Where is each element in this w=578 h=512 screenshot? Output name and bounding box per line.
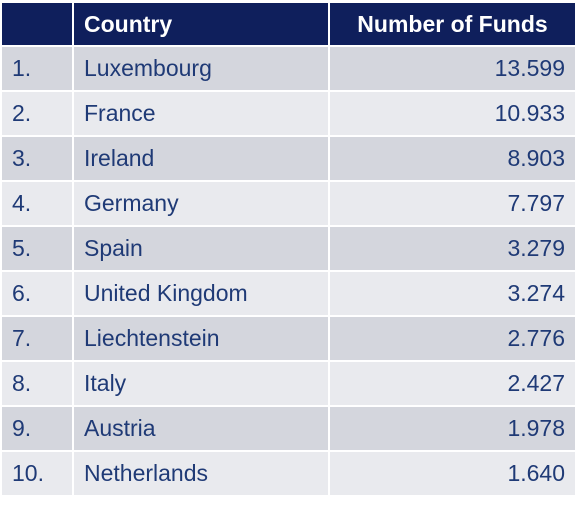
country-cell: Liechtenstein bbox=[74, 317, 330, 362]
header-row: Country Number of Funds bbox=[2, 3, 575, 47]
header-country: Country bbox=[74, 3, 330, 47]
funds-cell: 1.640 bbox=[330, 452, 575, 497]
country-cell: Germany bbox=[74, 182, 330, 227]
rank-cell: 2. bbox=[2, 92, 74, 137]
country-cell: France bbox=[74, 92, 330, 137]
funds-cell: 8.903 bbox=[330, 137, 575, 182]
funds-cell: 10.933 bbox=[330, 92, 575, 137]
table-row: 7. Liechtenstein 2.776 bbox=[2, 317, 575, 362]
country-cell: Ireland bbox=[74, 137, 330, 182]
country-cell: Netherlands bbox=[74, 452, 330, 497]
table-row: 9. Austria 1.978 bbox=[2, 407, 575, 452]
table-row: 5. Spain 3.279 bbox=[2, 227, 575, 272]
rank-cell: 10. bbox=[2, 452, 74, 497]
rank-cell: 3. bbox=[2, 137, 74, 182]
rank-cell: 1. bbox=[2, 47, 74, 92]
funds-by-country-table: Country Number of Funds 1. Luxembourg 13… bbox=[2, 3, 575, 497]
table-row: 2. France 10.933 bbox=[2, 92, 575, 137]
country-cell: Spain bbox=[74, 227, 330, 272]
header-rank bbox=[2, 3, 74, 47]
table-row: 1. Luxembourg 13.599 bbox=[2, 47, 575, 92]
table-row: 4. Germany 7.797 bbox=[2, 182, 575, 227]
rank-cell: 8. bbox=[2, 362, 74, 407]
table-row: 10. Netherlands 1.640 bbox=[2, 452, 575, 497]
funds-cell: 7.797 bbox=[330, 182, 575, 227]
country-cell: Austria bbox=[74, 407, 330, 452]
rank-cell: 5. bbox=[2, 227, 74, 272]
funds-cell: 2.427 bbox=[330, 362, 575, 407]
funds-cell: 2.776 bbox=[330, 317, 575, 362]
rank-cell: 6. bbox=[2, 272, 74, 317]
table-row: 6. United Kingdom 3.274 bbox=[2, 272, 575, 317]
funds-cell: 3.279 bbox=[330, 227, 575, 272]
table-header: Country Number of Funds bbox=[2, 3, 575, 47]
table-row: 8. Italy 2.427 bbox=[2, 362, 575, 407]
table-row: 3. Ireland 8.903 bbox=[2, 137, 575, 182]
table-body: 1. Luxembourg 13.599 2. France 10.933 3.… bbox=[2, 47, 575, 497]
country-cell: United Kingdom bbox=[74, 272, 330, 317]
country-cell: Luxembourg bbox=[74, 47, 330, 92]
country-cell: Italy bbox=[74, 362, 330, 407]
funds-cell: 13.599 bbox=[330, 47, 575, 92]
rank-cell: 7. bbox=[2, 317, 74, 362]
rank-cell: 4. bbox=[2, 182, 74, 227]
header-number-of-funds: Number of Funds bbox=[330, 3, 575, 47]
funds-cell: 1.978 bbox=[330, 407, 575, 452]
rank-cell: 9. bbox=[2, 407, 74, 452]
funds-cell: 3.274 bbox=[330, 272, 575, 317]
